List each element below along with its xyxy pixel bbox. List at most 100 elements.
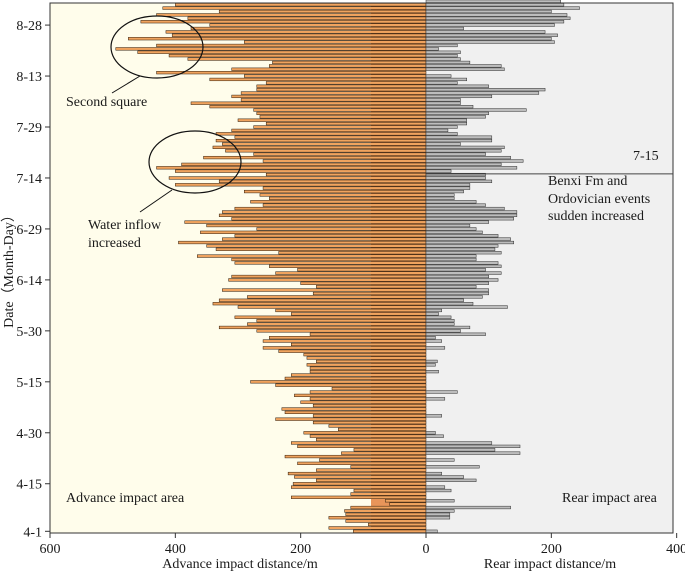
rear-bar: [425, 145, 505, 149]
rear-bar: [425, 254, 477, 258]
rear-bar: [425, 105, 474, 109]
rear-bar: [425, 54, 458, 58]
advance-bar: [222, 237, 427, 241]
bars-layer: [115, 0, 580, 533]
rear-bar: [425, 505, 511, 510]
advance-bar: [275, 308, 427, 313]
x-tick-label: 200: [541, 542, 562, 557]
rear-bar: [425, 30, 546, 34]
rear-bar: [425, 200, 477, 204]
advance-bar: [312, 414, 427, 418]
advance-bar: [231, 257, 427, 262]
advance-bar: [316, 468, 427, 472]
rear-bar: [425, 247, 496, 251]
advance-bar: [309, 332, 427, 336]
advance-bar: [200, 230, 427, 234]
water-inflow-leader-line: [139, 189, 173, 213]
rear-bar: [425, 390, 458, 394]
second-square-ellipse: [110, 15, 204, 79]
advance-bar: [244, 40, 427, 44]
advance-bar: [259, 115, 427, 119]
advance-bar: [215, 138, 427, 143]
rear-bar: [425, 488, 452, 493]
x-tick-label: 600: [40, 542, 61, 557]
rear-bar: [425, 305, 508, 309]
advance-bar: [240, 91, 427, 95]
advance-bar: [312, 403, 427, 408]
advance-bar: [156, 71, 427, 75]
rear-bar: [425, 336, 436, 340]
advance-bar: [218, 179, 427, 183]
rear-bar: [425, 23, 555, 27]
rear-impact-area-label: Rear impact area: [562, 491, 658, 506]
advance-impact-area-label: Advance impact area: [66, 491, 185, 506]
y-axis-label: Date（Month-Day）: [1, 208, 17, 328]
advance-bar: [218, 325, 427, 330]
advance-bar: [215, 247, 427, 251]
rear-bar: [425, 227, 477, 231]
advance-bar: [297, 444, 427, 448]
rear-bar: [425, 74, 452, 78]
advance-bar: [237, 305, 427, 309]
advance-bar: [275, 383, 427, 387]
rear-bar: [425, 458, 455, 462]
rear-bar: [425, 370, 439, 374]
advance-bar: [162, 6, 427, 10]
advance-bar: [350, 492, 427, 496]
advance-bar: [231, 94, 427, 99]
rear-bar: [425, 244, 499, 248]
rear-bar: [425, 128, 449, 133]
rear-bar: [425, 325, 471, 330]
rear-bar: [425, 162, 502, 166]
rear-bar: [425, 441, 493, 445]
rear-bar: [425, 50, 461, 54]
advance-bar: [306, 363, 427, 367]
advance-bar: [300, 400, 427, 404]
rear-bar: [425, 152, 486, 156]
advance-bar: [291, 373, 427, 377]
rear-bar: [425, 312, 439, 316]
advance-bar: [218, 213, 427, 217]
rear-bar: [425, 40, 555, 44]
rear-bar: [425, 285, 477, 289]
rear-bar: [425, 155, 511, 160]
rear-bar: [425, 329, 461, 333]
advance-bar: [215, 132, 427, 136]
advance-bar: [190, 26, 427, 31]
advance-bar: [297, 268, 427, 272]
advance-bar: [291, 312, 427, 316]
advance-bar: [234, 261, 427, 265]
advance-bar: [272, 60, 427, 65]
advance-bar: [206, 244, 427, 248]
advance-bar: [178, 240, 427, 245]
advance-bar: [231, 128, 427, 133]
rear-bar: [425, 414, 442, 418]
rear-bar: [425, 176, 486, 180]
y-tick-label: 6-29: [16, 223, 42, 238]
advance-bar: [287, 471, 427, 476]
rear-bar: [425, 251, 502, 255]
advance-bar: [228, 278, 427, 282]
advance-bar: [291, 485, 427, 489]
rear-bar: [425, 274, 489, 279]
rear-bar: [425, 220, 489, 224]
advance-bar: [256, 84, 427, 88]
advance-bar: [316, 437, 427, 442]
rear-bar: [425, 529, 438, 533]
rear-bar: [425, 101, 461, 105]
advance-bar: [319, 458, 427, 462]
advance-bar: [262, 186, 427, 190]
advance-bar: [269, 64, 427, 68]
advance-bar: [278, 349, 427, 353]
advance-bar: [345, 519, 427, 523]
rear-bar: [425, 64, 502, 68]
y-tick-label: 7-29: [16, 121, 42, 136]
advance-bar: [265, 172, 427, 177]
second-square-leader-line: [111, 75, 141, 94]
rear-bar: [425, 20, 565, 24]
rear-bar: [425, 485, 446, 489]
advance-bar: [156, 43, 427, 48]
rear-bar: [425, 291, 489, 296]
advance-bar: [222, 288, 427, 292]
rear-bar: [425, 166, 518, 170]
